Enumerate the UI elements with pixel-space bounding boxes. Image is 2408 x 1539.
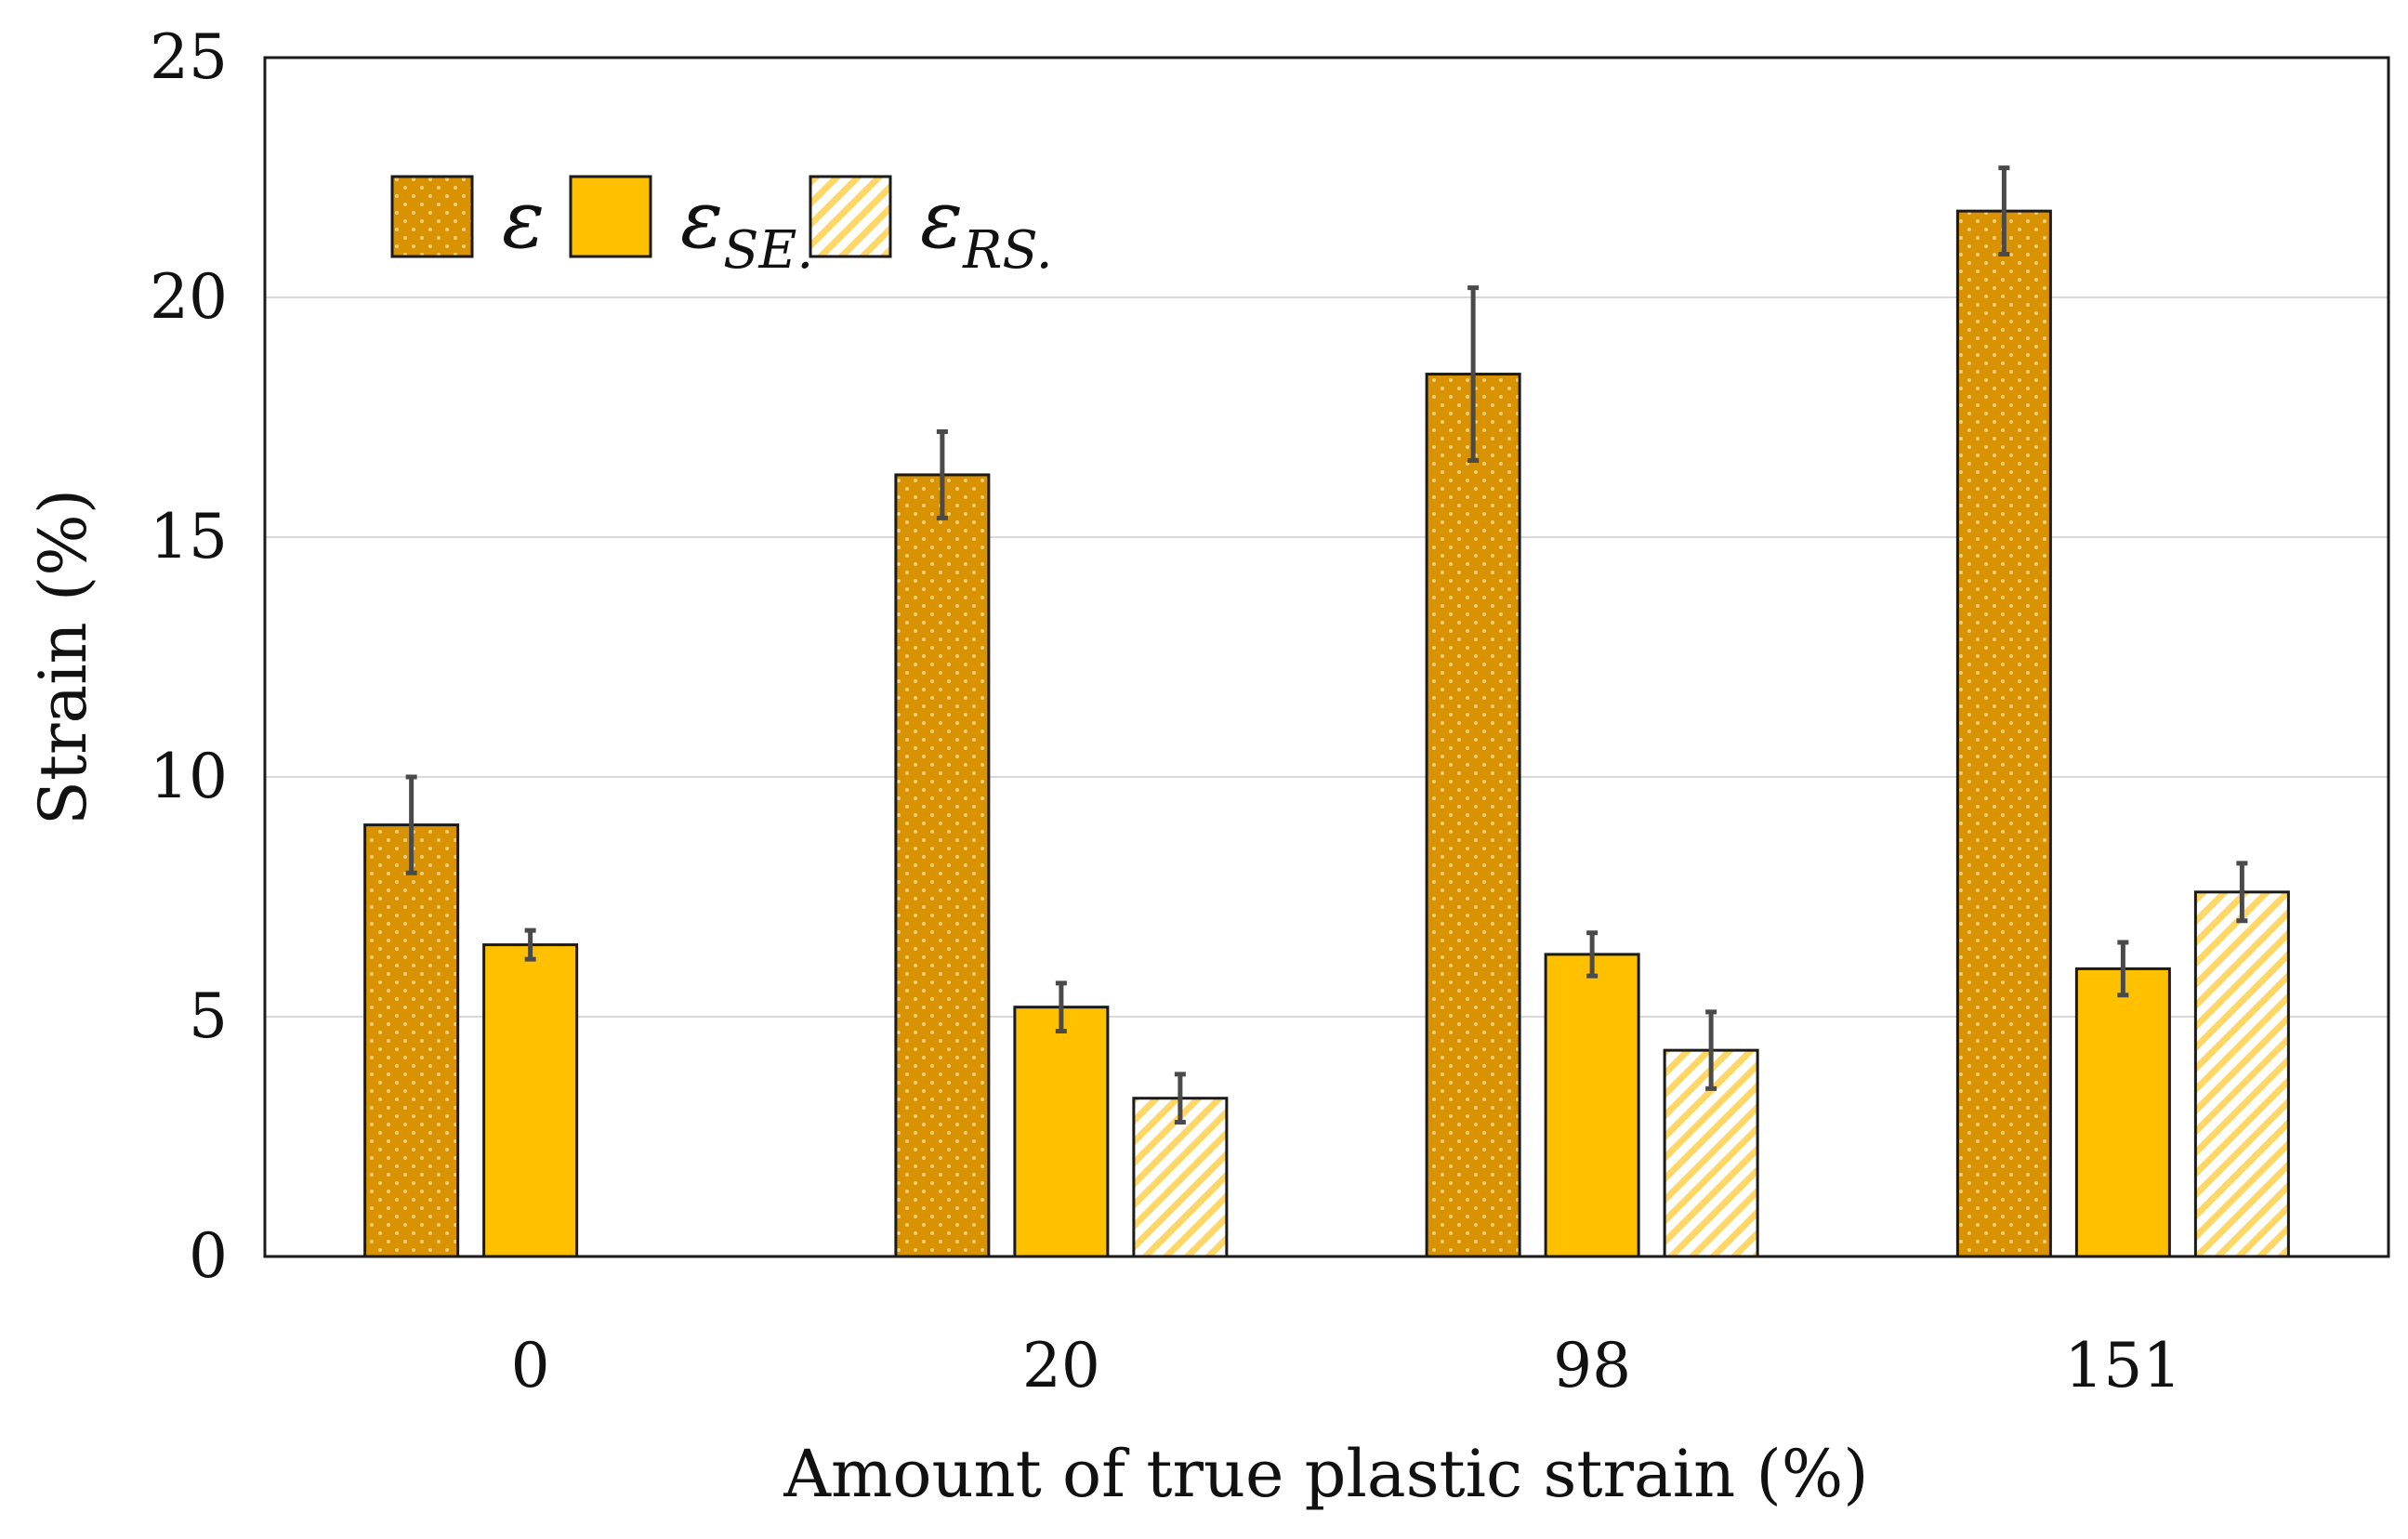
- x-tick-20: 20: [1022, 1330, 1100, 1401]
- bars: [363, 209, 2290, 1258]
- x-tick-labels: 0 20 98 151: [511, 1330, 2182, 1401]
- legend-label-dotted: ε: [502, 174, 545, 267]
- bar-dotted-98: [1425, 373, 1521, 1258]
- error-bar-solid-98: [1586, 930, 1599, 979]
- legend-symbol: ε: [920, 174, 963, 267]
- bar-solid-20: [1013, 1006, 1110, 1258]
- error-bars: [405, 165, 2248, 1125]
- legend-label-hatched: εRS.: [920, 174, 1053, 281]
- y-tick-0: 0: [189, 1220, 228, 1292]
- legend-label-solid: εSE.: [680, 174, 813, 281]
- bar-hatched-20: [1132, 1097, 1229, 1258]
- error-bar-solid-20: [1055, 980, 1067, 1033]
- y-tick-15: 15: [150, 501, 228, 572]
- legend-subscript: SE.: [723, 220, 813, 281]
- x-tick-151: 151: [2064, 1330, 2181, 1401]
- y-tick-labels: 0 5 10 15 20 25: [150, 21, 228, 1292]
- legend: ε εSE. εRS.: [390, 174, 1053, 281]
- error-bar-hatched-151: [2236, 861, 2248, 924]
- bar-solid-0: [482, 943, 579, 1258]
- bar-solid-98: [1544, 953, 1640, 1258]
- y-tick-20: 20: [150, 261, 228, 333]
- error-bar-hatched-98: [1705, 1009, 1717, 1091]
- error-bar-hatched-20: [1174, 1072, 1186, 1125]
- error-bar-dotted-0: [405, 774, 417, 875]
- plot-frame: [263, 56, 2390, 1258]
- x-tick-98: 98: [1553, 1330, 1631, 1401]
- gridlines: [265, 296, 2388, 1018]
- y-tick-5: 5: [189, 980, 228, 1052]
- bar-dotted-20: [894, 473, 991, 1258]
- y-axis-title: Strain (%): [25, 489, 101, 825]
- error-bar-dotted-151: [1998, 165, 2010, 257]
- bar-dotted-151: [1955, 209, 2052, 1258]
- error-bar-solid-0: [524, 927, 536, 962]
- y-tick-25: 25: [150, 21, 228, 93]
- y-tick-10: 10: [150, 741, 228, 812]
- legend-swatch-hatched: [809, 175, 892, 258]
- bar-hatched-151: [2193, 890, 2290, 1258]
- legend-symbol: ε: [680, 174, 723, 267]
- legend-symbol: ε: [502, 174, 545, 267]
- error-bar-dotted-20: [936, 428, 948, 520]
- error-bar-dotted-98: [1467, 285, 1480, 463]
- bar-solid-151: [2074, 967, 2171, 1258]
- bar-dotted-0: [363, 823, 460, 1258]
- legend-swatch-solid: [569, 175, 652, 258]
- legend-subscript: RS.: [962, 220, 1052, 281]
- x-tick-0: 0: [511, 1330, 550, 1401]
- legend-swatch-dotted: [390, 175, 474, 258]
- x-axis-title: Amount of true plastic strain (%): [783, 1436, 1868, 1512]
- error-bar-solid-151: [2117, 940, 2129, 998]
